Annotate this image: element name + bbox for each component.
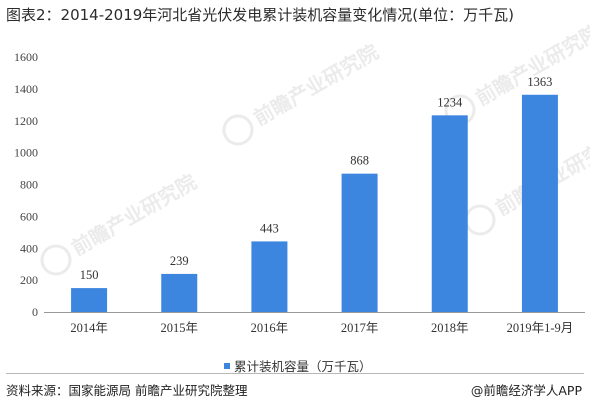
bar bbox=[251, 241, 288, 312]
y-tick-label: 600 bbox=[20, 209, 38, 223]
bar bbox=[431, 115, 468, 312]
data-label: 443 bbox=[260, 221, 279, 235]
watermark-ring bbox=[464, 204, 496, 236]
y-tick-label: 1200 bbox=[14, 114, 38, 128]
x-tick-label: 2014年 bbox=[70, 321, 108, 335]
x-tick-label: 2016年 bbox=[251, 321, 289, 335]
brand-credit: @前瞻经济学人APP bbox=[470, 383, 582, 398]
watermark-ring bbox=[40, 244, 72, 276]
x-tick-label: 2018年 bbox=[431, 321, 469, 335]
legend-swatch bbox=[224, 362, 230, 369]
y-tick-label: 1000 bbox=[14, 146, 38, 160]
bar bbox=[71, 288, 108, 312]
data-label: 1234 bbox=[437, 95, 463, 109]
legend-label: 累计装机容量（万千瓦） bbox=[234, 359, 372, 374]
bar bbox=[161, 273, 198, 312]
x-tick-label: 2015年 bbox=[160, 321, 198, 335]
legend: 累计装机容量（万千瓦） bbox=[224, 356, 372, 375]
y-tick-label: 0 bbox=[32, 305, 38, 319]
bar bbox=[341, 173, 378, 312]
chart-title: 图表2：2014-2019年河北省光伏发电累计装机容量变化情况(单位：万千瓦) bbox=[6, 6, 515, 24]
y-tick-label: 800 bbox=[20, 178, 38, 192]
y-tick-label: 1600 bbox=[14, 50, 38, 64]
y-tick-label: 1400 bbox=[14, 82, 38, 96]
data-label: 239 bbox=[170, 254, 189, 268]
x-tick-label: 2019年1-9月 bbox=[507, 321, 574, 335]
data-label: 150 bbox=[80, 268, 99, 282]
data-label: 868 bbox=[350, 154, 369, 168]
source-note: 资料来源：国家能源局 前瞻产业研究院整理 bbox=[6, 383, 248, 398]
data-label: 1363 bbox=[527, 75, 552, 89]
watermark-ring bbox=[222, 114, 254, 146]
watermark-logo: 前瞻产业研究院 bbox=[444, 20, 590, 126]
watermark-logo: 前瞻产业研究院 bbox=[222, 40, 383, 146]
bar bbox=[521, 94, 558, 312]
footer-divider bbox=[6, 373, 584, 374]
y-tick-label: 400 bbox=[20, 241, 38, 255]
y-tick-label: 200 bbox=[20, 273, 38, 287]
x-tick-label: 2017年 bbox=[341, 321, 379, 335]
watermark-text: 前瞻产业研究院 bbox=[249, 40, 382, 131]
watermark-text: 前瞻产业研究院 bbox=[67, 170, 200, 261]
